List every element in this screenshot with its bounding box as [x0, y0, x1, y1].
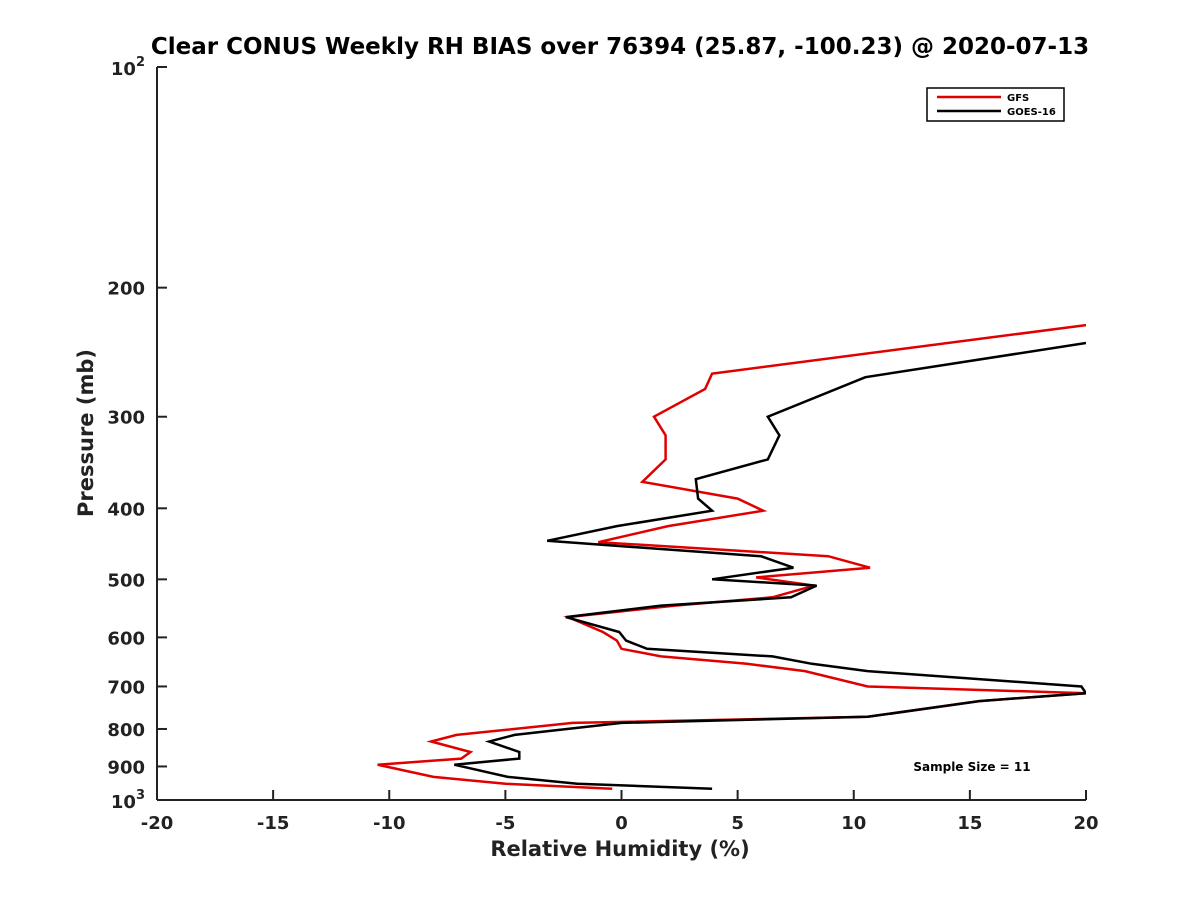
y-tick-label: 400 [107, 499, 145, 520]
x-axis-label: Relative Humidity (%) [490, 837, 749, 861]
x-tick-label: 15 [957, 813, 982, 834]
x-tick-label: 0 [615, 813, 628, 834]
x-tick-label: -15 [257, 813, 290, 834]
x-tick-label: 10 [841, 813, 866, 834]
x-tick-label: 5 [731, 813, 744, 834]
legend-label: GOES-16 [1007, 107, 1056, 118]
x-tick-label: -5 [495, 813, 515, 834]
series-line-goes16 [454, 341, 1086, 790]
sample-size-annotation: Sample Size = 11 [913, 760, 1030, 774]
legend: GFS GOES-16 [926, 87, 1065, 122]
y-tick-label: 900 [107, 757, 145, 778]
chart-title: Clear CONUS Weekly RH BIAS over 76394 (2… [151, 34, 1089, 60]
series-layer [377, 323, 1086, 790]
legend-label: GFS [1007, 93, 1029, 104]
y-tick-label-power: 103 [111, 788, 145, 813]
y-tick-label: 600 [107, 628, 145, 649]
y-tick-label: 300 [107, 408, 145, 429]
x-tick-label: 20 [1073, 813, 1098, 834]
x-tick-label: -10 [373, 813, 406, 834]
ticks-layer: -20 -15 -10 -5 0 5 10 15 20 200 300 400 500 600 700 800… [107, 55, 1098, 834]
series-line-gfs [377, 323, 1086, 790]
y-tick-label: 700 [107, 677, 145, 698]
y-tick-label: 800 [107, 720, 145, 741]
x-tick-label: -20 [141, 813, 174, 834]
y-tick-label: 500 [107, 570, 145, 591]
legend-box [926, 87, 1065, 122]
y-tick-label: 200 [107, 279, 145, 300]
y-tick-label-power: 102 [111, 55, 145, 80]
y-axis-label: Pressure (mb) [74, 349, 98, 517]
